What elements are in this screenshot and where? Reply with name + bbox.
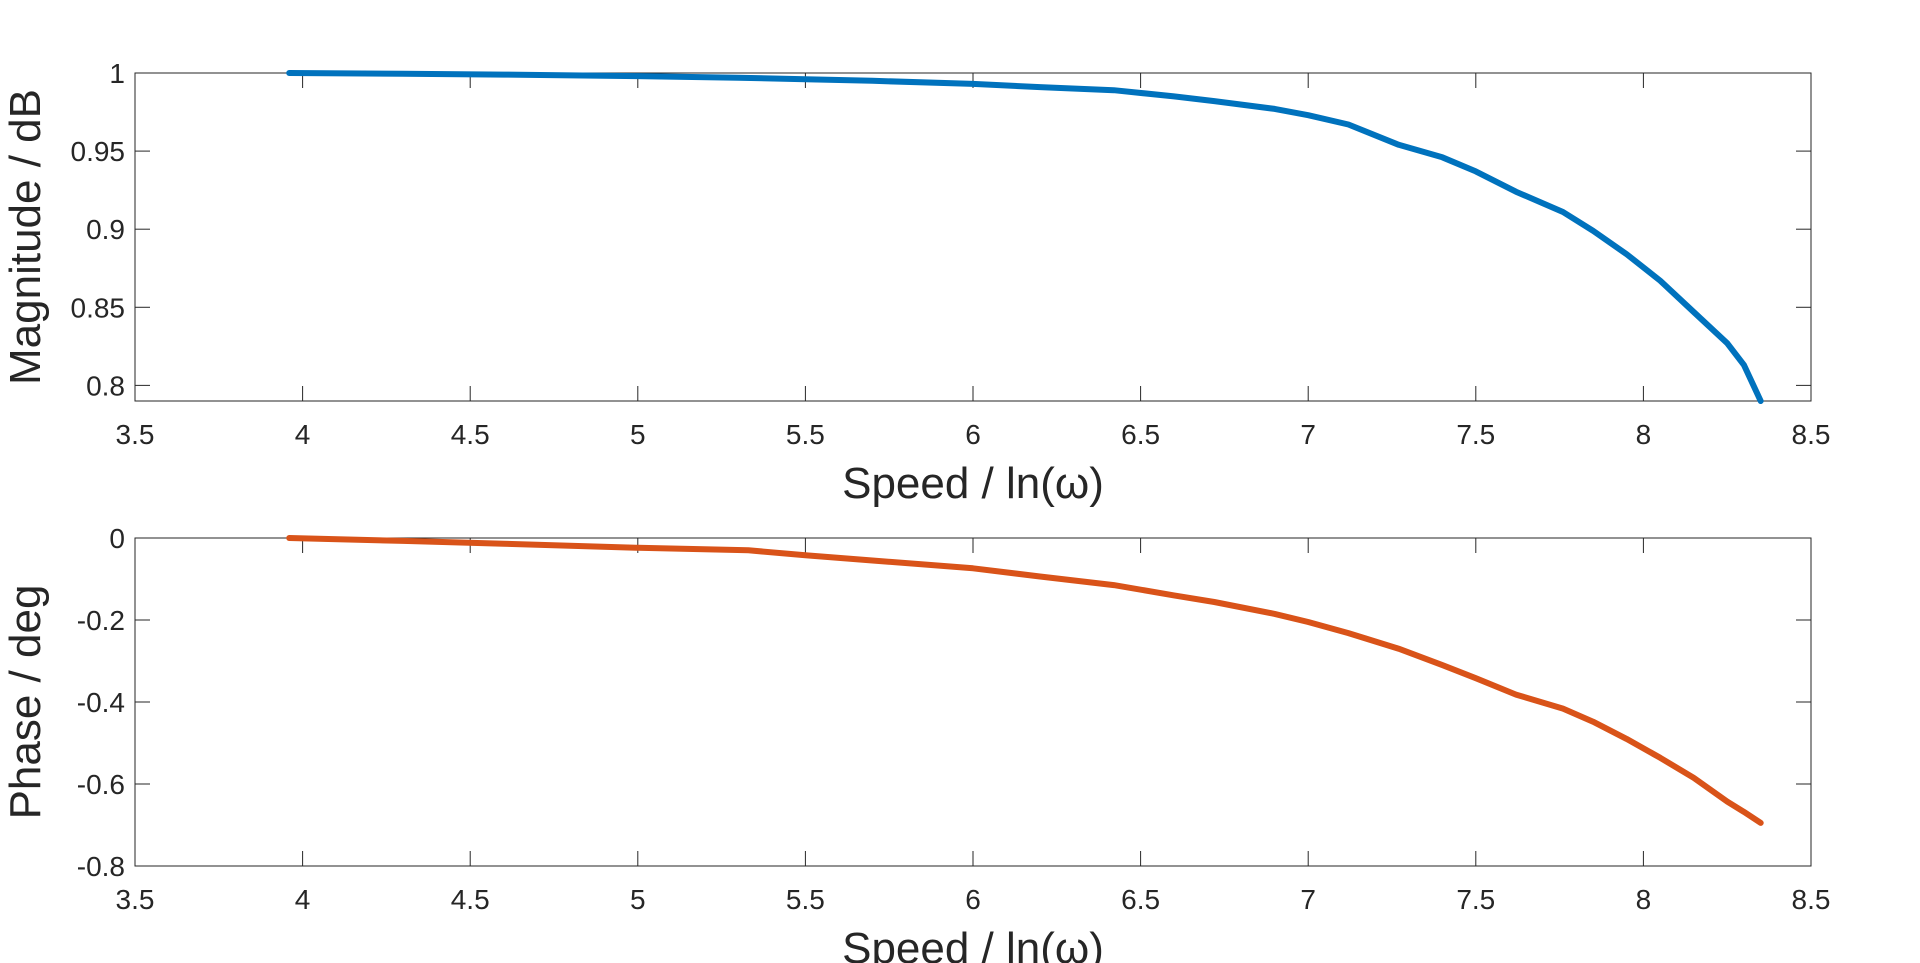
magnitude-axes-box xyxy=(134,72,1812,402)
magnitude-x-tick-label: 7 xyxy=(1300,419,1316,450)
phase-y-tick-label: -0.8 xyxy=(77,851,125,882)
phase-x-tick-label: 8.5 xyxy=(1792,884,1831,915)
magnitude-x-tick-label: 5 xyxy=(630,419,646,450)
magnitude-y-tick-label: 0.85 xyxy=(71,292,126,323)
phase-y-tick-label: 0 xyxy=(109,523,125,554)
magnitude-x-tick-label: 8.5 xyxy=(1792,419,1831,450)
phase-x-tick-label: 7 xyxy=(1300,884,1316,915)
magnitude-x-tick-label: 7.5 xyxy=(1456,419,1495,450)
magnitude-y-tick-label: 0.8 xyxy=(86,370,125,401)
magnitude-x-tick-label: 4.5 xyxy=(451,419,490,450)
phase-plot: 3.5 4 4.5 5 5.5 6 6.5 7 7.5 8 8.5 -0.8 -0.6 -0.4 -0.2 0… xyxy=(1,523,1830,963)
magnitude-x-tick-label: 8 xyxy=(1636,419,1652,450)
phase-x-tick-label: 8 xyxy=(1636,884,1652,915)
magnitude-x-axis-label: Speed / ln(ω) xyxy=(842,459,1104,508)
magnitude-y-tick-label: 0.95 xyxy=(71,136,126,167)
phase-x-tick-label: 5 xyxy=(630,884,646,915)
magnitude-y-axis-label: Magnitude / dB xyxy=(1,89,50,385)
magnitude-x-tick-label: 6 xyxy=(965,419,981,450)
phase-y-axis-label: Phase / deg xyxy=(1,585,50,820)
magnitude-y-tick-label: 1 xyxy=(109,58,125,89)
magnitude-x-tick-label: 5.5 xyxy=(786,419,825,450)
phase-x-tick-label: 4 xyxy=(295,884,311,915)
magnitude-x-tick-label: 3.5 xyxy=(116,419,155,450)
phase-y-tick-label: -0.4 xyxy=(77,687,125,718)
magnitude-x-tick-label: 4 xyxy=(295,419,311,450)
phase-y-tick-label: -0.2 xyxy=(77,605,125,636)
magnitude-y-tick-label: 0.9 xyxy=(86,214,125,245)
phase-x-tick-label: 5.5 xyxy=(786,884,825,915)
phase-y-tick-label: -0.6 xyxy=(77,769,125,800)
phase-x-tick-label: 7.5 xyxy=(1456,884,1495,915)
phase-axes-box xyxy=(134,537,1812,867)
phase-x-axis-label: Speed / ln(ω) xyxy=(842,924,1104,963)
phase-series-line xyxy=(286,535,1764,826)
phase-x-tick-label: 4.5 xyxy=(451,884,490,915)
magnitude-plot: 3.5 4 4.5 5 5.5 6 6.5 7 7.5 8 8.5 0.8 0.85 0.9 0.95 1 Sp… xyxy=(1,58,1830,508)
phase-x-tick-label: 6.5 xyxy=(1121,884,1160,915)
phase-x-tick-label: 6 xyxy=(965,884,981,915)
magnitude-x-tick-label: 6.5 xyxy=(1121,419,1160,450)
phase-x-tick-label: 3.5 xyxy=(116,884,155,915)
magnitude-series-line xyxy=(286,70,1764,404)
